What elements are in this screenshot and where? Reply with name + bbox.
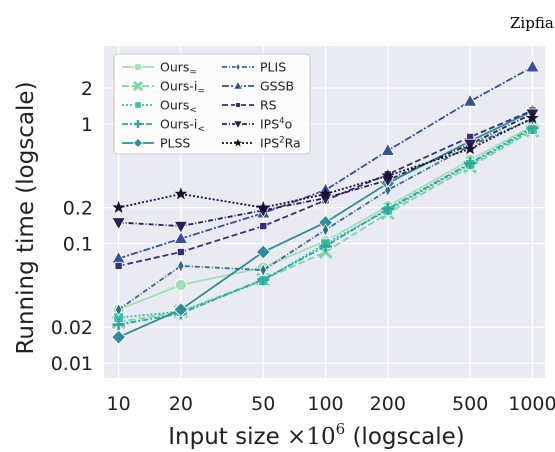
x-tick-label: 50	[251, 393, 275, 415]
legend-swatch-marker	[232, 120, 244, 130]
x-tick-label: 10	[107, 393, 131, 415]
data-point	[321, 223, 330, 237]
legend-label: RS	[260, 98, 277, 113]
legend-label: IPS4o	[260, 117, 292, 132]
x-tick-label: 500	[452, 393, 488, 415]
legend-swatch-marker	[132, 80, 144, 92]
data-point	[256, 200, 270, 213]
y-tick-label: 1	[81, 114, 93, 136]
legend-swatch-marker	[235, 102, 241, 108]
data-point	[384, 183, 392, 197]
x-tick-label: 20	[169, 393, 193, 415]
legend-label: GSSB	[260, 79, 294, 94]
legend-label: Ours-i=	[160, 79, 205, 97]
data-point	[319, 240, 332, 253]
y-tick-label: 0.02	[51, 317, 93, 339]
data-point	[173, 302, 189, 318]
legend-swatch-marker	[134, 101, 142, 109]
y-tick-label: 0.1	[63, 234, 93, 256]
data-point	[380, 142, 396, 156]
y-tick-label: 2	[81, 78, 93, 100]
data-point	[173, 230, 189, 244]
data-point	[114, 261, 123, 270]
legend-label: Ours<	[160, 98, 197, 116]
data-point	[319, 187, 332, 200]
legend-swatch-marker	[235, 62, 241, 72]
data-point	[112, 318, 125, 331]
legend-swatch-marker	[233, 138, 243, 147]
legend-label: PLIS	[260, 60, 286, 75]
legend-swatch-marker	[132, 137, 144, 149]
data-point	[174, 278, 187, 292]
data-point	[176, 248, 185, 257]
data-point	[177, 259, 185, 273]
data-point	[111, 329, 127, 345]
x-tick-label: 200	[370, 393, 406, 415]
data-point	[525, 59, 540, 73]
y-tick-label: 0.2	[63, 198, 93, 220]
x-tick-label: 1000	[508, 393, 555, 415]
legend-swatch-marker	[134, 120, 142, 128]
data-point	[114, 302, 123, 317]
series-10	[112, 111, 539, 213]
data-point	[259, 263, 267, 277]
data-point	[259, 222, 268, 231]
data-point	[463, 142, 477, 155]
data-point	[111, 217, 126, 231]
legend-label: IPS2Ra	[260, 136, 301, 151]
legend-label: PLSS	[160, 136, 190, 151]
legend-box	[113, 53, 311, 155]
legend-swatch-marker	[232, 80, 244, 90]
data-point	[174, 187, 188, 200]
data-point	[173, 220, 189, 234]
legend-label: Ours=	[160, 60, 197, 78]
legend: Ours=Ours-i=Ours<Ours-i<PLSS PLIS GSSB RS IP…	[113, 53, 311, 155]
data-point	[462, 93, 478, 107]
legend-label: Ours-i<	[160, 117, 205, 135]
data-point	[112, 200, 125, 213]
legend-swatch-marker	[133, 62, 143, 72]
data-point	[526, 111, 539, 124]
corner-title: Zipfia	[510, 14, 554, 32]
y-axis-label: Running time (logscale)	[13, 81, 39, 354]
y-tick-label: 0.01	[51, 353, 93, 375]
data-point	[464, 157, 477, 170]
x-tick-label: 100	[307, 393, 343, 415]
data-point	[381, 169, 395, 182]
data-point	[381, 202, 394, 215]
data-point	[255, 244, 271, 260]
x-axis-label: Input size ×106 (logscale)	[168, 420, 464, 450]
